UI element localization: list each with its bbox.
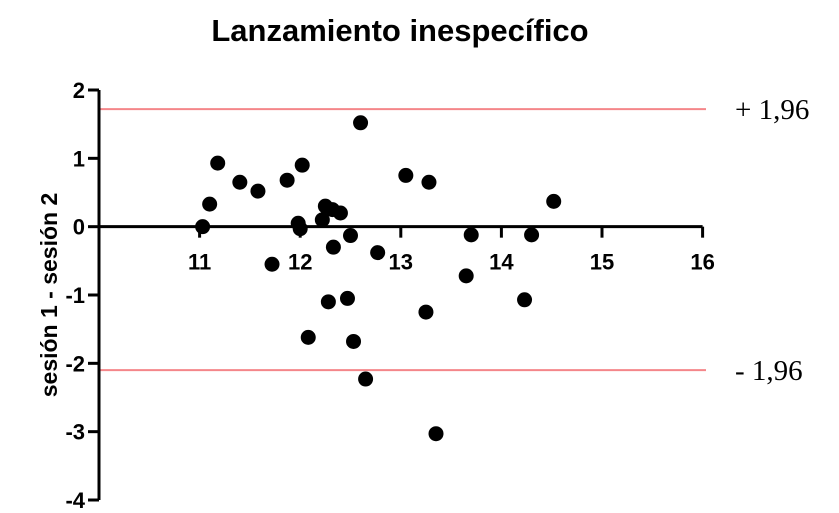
data-point: [265, 257, 280, 272]
data-point: [340, 291, 355, 306]
data-point: [326, 240, 341, 255]
x-tick-label: 14: [489, 250, 514, 275]
data-point: [398, 168, 413, 183]
data-point: [418, 305, 433, 320]
data-point: [333, 206, 348, 221]
data-point: [280, 173, 295, 188]
data-point: [195, 219, 210, 234]
y-tick-label: 0: [73, 215, 85, 240]
chart-title: Lanzamiento inespecífico: [211, 13, 588, 48]
data-points: [195, 115, 561, 441]
data-point: [546, 194, 561, 209]
data-point: [202, 197, 217, 212]
data-point: [353, 115, 368, 130]
x-tick-label: 12: [288, 250, 312, 275]
data-point: [295, 158, 310, 173]
data-point: [321, 294, 336, 309]
y-tick-label: -4: [65, 488, 85, 513]
data-point: [459, 268, 474, 283]
limit-label-1: + 1,96: [735, 94, 809, 126]
data-point: [210, 156, 225, 171]
data-point: [346, 334, 361, 349]
data-point: [293, 221, 308, 236]
y-tick-label: 2: [73, 78, 85, 103]
reference-lines: + 1,96 - 1,96: [99, 94, 809, 387]
y-tick-label: -1: [65, 283, 85, 308]
x-tick-label: 11: [188, 250, 211, 275]
y-tick-label: -3: [65, 420, 85, 445]
limit-label-2: - 1,96: [735, 355, 803, 387]
x-tick-label: 16: [690, 250, 714, 275]
x-tick-label: 15: [590, 250, 614, 275]
data-point: [250, 184, 265, 199]
data-point: [301, 330, 316, 345]
axes: 2 1 0 -1 -2 -3 -4 11 12 13 14 15 16: [65, 78, 714, 513]
data-point: [232, 175, 247, 190]
data-point: [343, 228, 358, 243]
data-point: [421, 175, 436, 190]
y-tick-label: 1: [73, 146, 85, 171]
data-point: [358, 372, 373, 387]
y-axis-label: sesión 1 - sesión 2: [36, 193, 62, 398]
data-point: [429, 426, 444, 441]
data-point: [370, 245, 385, 260]
y-tick-label: -2: [65, 351, 85, 376]
x-tick-label: 13: [389, 250, 413, 275]
data-point: [524, 227, 539, 242]
data-point: [464, 227, 479, 242]
data-point: [517, 292, 532, 307]
